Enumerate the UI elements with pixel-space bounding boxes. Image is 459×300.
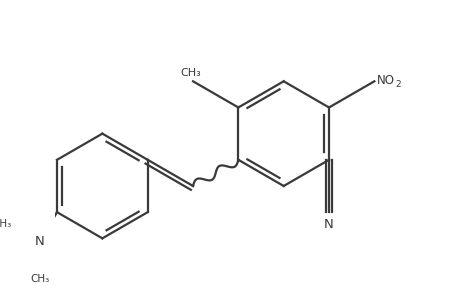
Text: CH₃: CH₃ [30,274,50,284]
Text: CH₃: CH₃ [180,68,201,78]
Text: N: N [35,235,45,248]
Text: NO: NO [376,74,394,87]
Text: 2: 2 [395,80,400,88]
Text: CH₃: CH₃ [0,219,11,229]
Text: N: N [324,218,333,231]
